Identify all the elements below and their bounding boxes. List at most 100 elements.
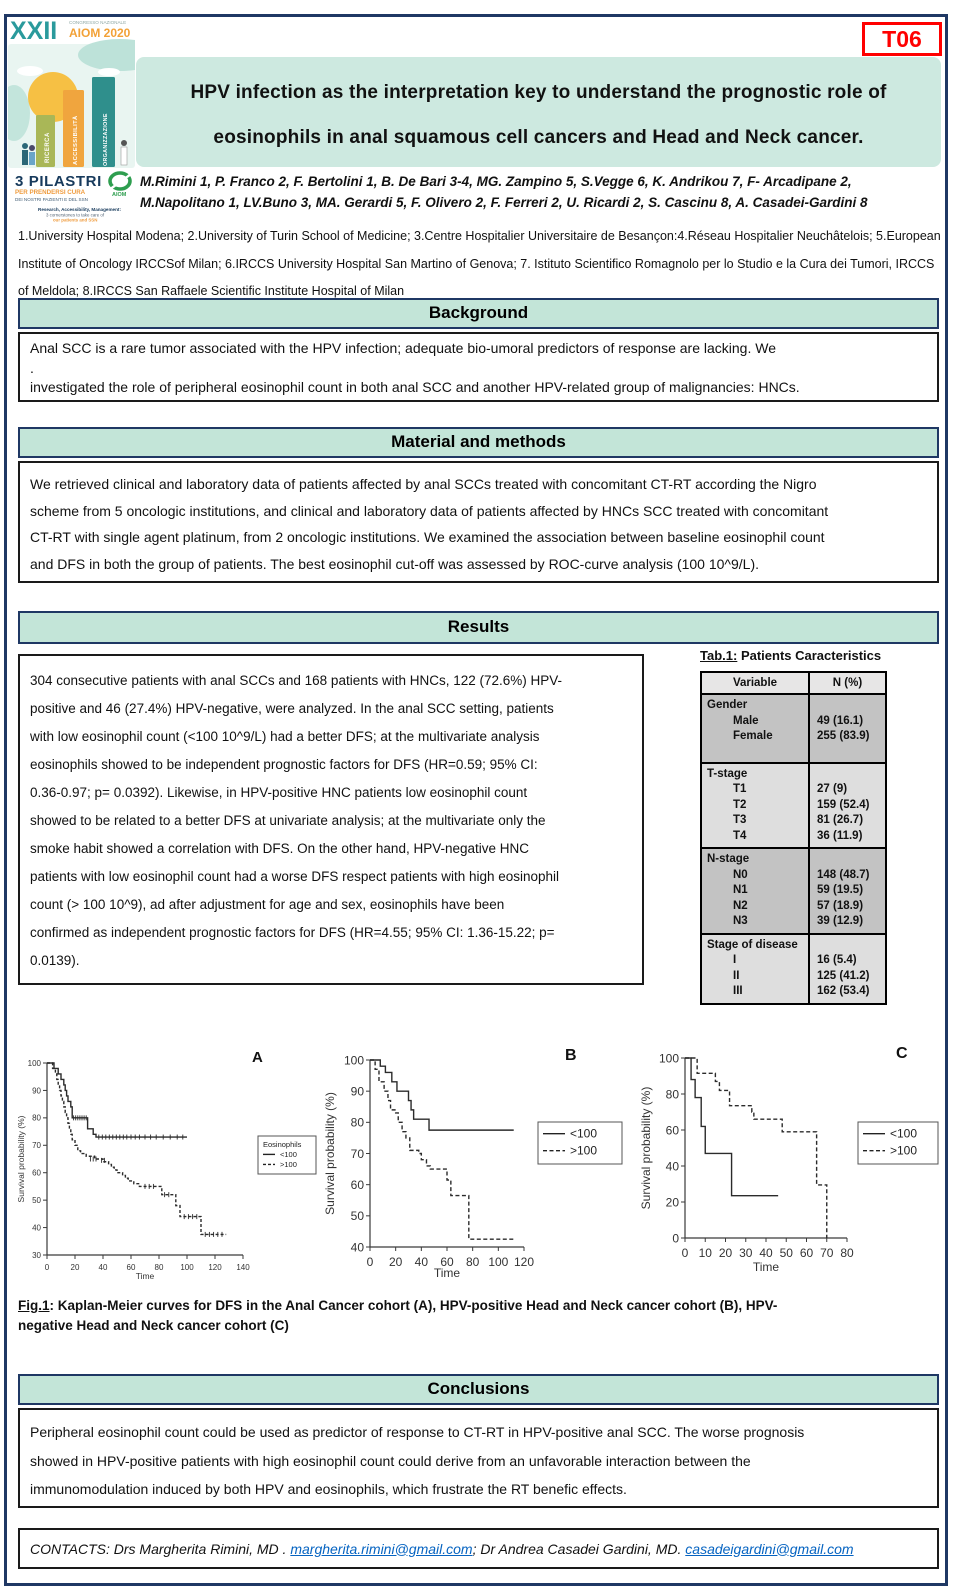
- aiom-mini-text: AIOM: [112, 192, 127, 198]
- table1-caption-label: Tab.1:: [700, 648, 738, 663]
- x-tick-label: 100: [180, 1263, 194, 1272]
- row-label: Female: [733, 730, 773, 742]
- row-value: 148 (48.7): [817, 868, 870, 881]
- group-label: Stage of disease: [707, 938, 798, 951]
- table1-caption-text: Patients Caracteristics: [737, 648, 882, 663]
- table-group-t-stage: T-stage T1 T2 T3 T4 27 (9) 159 (52.4) 81 (26.7…: [702, 763, 885, 849]
- x-tick-label: 50: [780, 1246, 794, 1260]
- series-gt100: [47, 1062, 227, 1236]
- text-line: smoke habit showed a correlation with DF…: [30, 841, 529, 856]
- background-text-box: Anal SCC is a rare tumor associated with…: [18, 332, 939, 402]
- x-tick-label: 10: [699, 1246, 713, 1260]
- contact-email-1[interactable]: margherita.rimini@gmail.com: [290, 1540, 473, 1557]
- aiom-mini-logo-icon: AIOM: [103, 170, 137, 198]
- ribbon-slash: [108, 173, 132, 191]
- cloud-shape: [0, 85, 30, 141]
- ribbon-loop: [108, 171, 132, 191]
- text-line: count (> 100 10^9), ad after adjustment …: [30, 897, 505, 912]
- congress-small-label: CONGRESSO NAZIONALE: [69, 20, 126, 25]
- text-line: CT-RT with single agent platinum, from 2…: [30, 529, 825, 545]
- pillar-label-3: ORGANIZZAZIONE: [103, 113, 109, 166]
- legend-entry-label: >100: [280, 1160, 297, 1169]
- results-text-box: 304 consecutive patients with anal SCCs …: [18, 654, 644, 985]
- spacer: [817, 767, 885, 783]
- person-figure: [22, 150, 28, 165]
- row-value: 125 (41.2): [817, 969, 870, 982]
- figure-panel-c: 0 20 40 60 80 100 0 10 20 30 40 50 60 70 80 Survival pr…: [640, 1030, 940, 1282]
- y-tick-label: 100: [659, 1051, 679, 1065]
- y-tick-label: 60: [32, 1169, 41, 1178]
- x-tick-label: 20: [719, 1246, 733, 1260]
- legend-entry-label: <100: [570, 1127, 597, 1141]
- contact-email-2[interactable]: casadeigardini@gmail.com: [685, 1540, 854, 1557]
- row-label: N1: [733, 884, 748, 896]
- series-gt100: [370, 1059, 514, 1240]
- text-line: immunomodulation induced by both HPV and…: [30, 1481, 627, 1497]
- group-label: T-stage: [707, 767, 748, 780]
- km-chart-A: 30 40 50 60 70 80 90 100 0 20 40 60 80 100 120 140 Survi…: [16, 1049, 317, 1281]
- y-tick-label: 60: [351, 1178, 365, 1192]
- legend-entry-label: >100: [570, 1144, 597, 1158]
- text-line: positive and 46 (27.4%) HPV-negative, we…: [30, 701, 554, 716]
- x-tick-label: 100: [488, 1255, 508, 1269]
- cloud-shape: [98, 68, 120, 76]
- aiom-congress-logo: XXII CONGRESSO NAZIONALE AIOM 2020 RICER…: [0, 15, 162, 223]
- x-tick-label: 140: [236, 1263, 250, 1272]
- cloud-shape: [17, 66, 43, 76]
- y-tick-label: 50: [32, 1196, 41, 1205]
- figure-panel-a: 30 40 50 60 70 80 90 100 0 20 40 60 80 100 120 140 Survi…: [14, 1030, 320, 1286]
- y-tick-label: 100: [28, 1059, 42, 1068]
- figure1-caption-text-1: : Kaplan-Meier curves for DFS in the Ana…: [49, 1298, 778, 1313]
- table1-caption: Tab.1: Patients Caracteristics: [700, 648, 940, 663]
- text-line: .: [30, 359, 34, 376]
- aiom-mini-logo-graphic: AIOM: [108, 171, 132, 198]
- row-value: 162 (53.4): [817, 985, 870, 997]
- x-tick-label: 20: [389, 1255, 403, 1269]
- text-line: Peripheral eosinophil count could be use…: [30, 1424, 805, 1440]
- text-line: showed to be related to a better DFS at …: [30, 813, 546, 828]
- patients-characteristics-table: Variable N (%) Gender Male Female 49 (16.1) 2…: [700, 671, 887, 1005]
- x-tick-label: 60: [127, 1263, 136, 1272]
- text-line: eosinophils showed to be independent pro…: [30, 757, 538, 772]
- y-axis-title: Survival probability (%): [323, 1092, 337, 1215]
- panel-letter-a: A: [252, 1049, 263, 1066]
- x-tick-label: 80: [466, 1255, 480, 1269]
- x-tick-label: 0: [367, 1255, 374, 1269]
- y-tick-label: 80: [32, 1114, 41, 1123]
- slogan-small: DEI NOSTRI PAZIENTI E DEL SSN: [15, 197, 88, 202]
- x-axis-title: Time: [753, 1260, 780, 1274]
- y-tick-label: 70: [351, 1147, 365, 1161]
- poster-frame: [4, 14, 948, 1586]
- figure-panel-b: 40 50 60 70 80 90 100 0 20 40 60 80 100 120 Survival p…: [320, 1030, 655, 1286]
- y-tick-label: 80: [666, 1087, 680, 1101]
- x-tick-label: 40: [99, 1263, 108, 1272]
- text-line: of Meldola; 8.IRCCS San Raffaele Scienti…: [18, 284, 405, 298]
- y-tick-label: 80: [351, 1116, 365, 1130]
- poster-title-line-2: eosinophils in anal squamous cell cancer…: [213, 127, 864, 148]
- person-figure: [29, 152, 35, 165]
- axis-lines: [684, 1058, 847, 1239]
- row-label: T3: [733, 814, 747, 826]
- row-label: N3: [733, 915, 748, 927]
- contacts-bar: CONTACTS: Drs Margherita Rimini, MD . ma…: [18, 1528, 939, 1569]
- pillar-organizzazione: [92, 77, 115, 167]
- table-cell-column: 49 (16.1) 255 (83.9): [810, 695, 885, 762]
- row-value: 39 (12.9): [817, 915, 864, 927]
- text-line: 1.University Hospital Modena; 2.Universi…: [18, 229, 941, 243]
- y-tick-label: 40: [351, 1240, 365, 1254]
- congress-numeral: XXII: [10, 17, 57, 45]
- x-tick-label: 0: [45, 1263, 50, 1272]
- y-tick-label: 40: [32, 1223, 41, 1232]
- aiom-congress-logo-graphic: XXII CONGRESSO NAZIONALE AIOM 2020 RICER…: [0, 17, 162, 223]
- x-tick-label: 120: [514, 1255, 534, 1269]
- figure1-caption-line-2: negative Head and Neck cancer cohort (C): [18, 1318, 289, 1333]
- y-axis-title: Survival probability (%): [16, 1115, 26, 1202]
- x-tick-label: 0: [682, 1246, 689, 1260]
- row-value: 27 (9): [817, 783, 848, 795]
- contacts-prefix: CONTACTS: Drs Margherita Rimini, MD .: [30, 1540, 287, 1557]
- contacts-mid: ; Dr Andrea Casadei Gardini, MD.: [472, 1540, 682, 1557]
- table-cell-column: T-stage T1 T2 T3 T4: [702, 763, 810, 847]
- series-gt100: [685, 1057, 828, 1238]
- person-figure: [29, 145, 35, 151]
- row-value: 49 (16.1): [817, 714, 864, 727]
